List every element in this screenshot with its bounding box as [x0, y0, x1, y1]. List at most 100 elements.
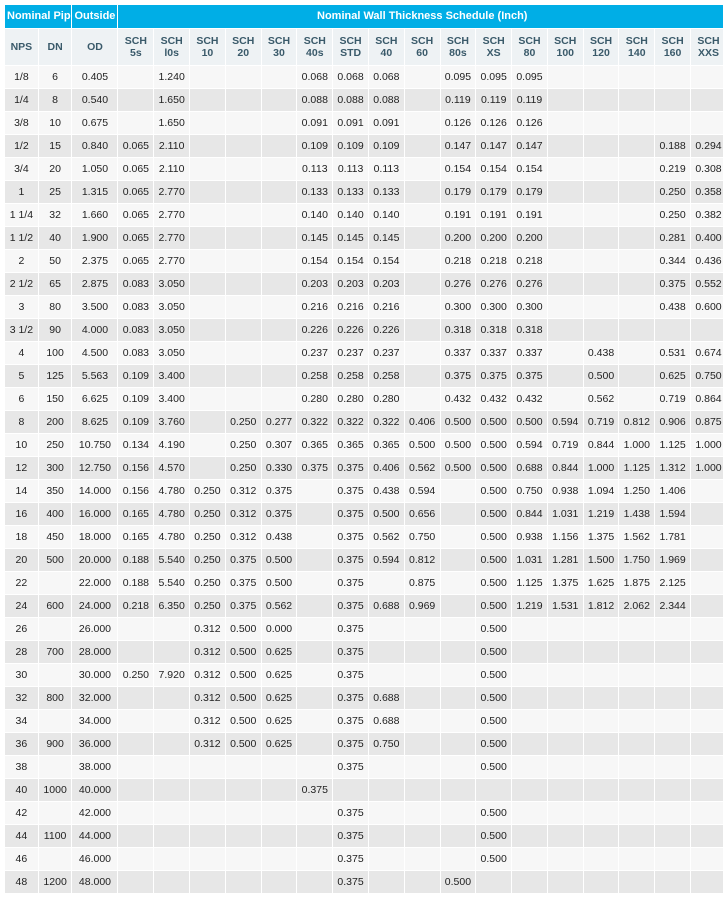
table-cell: 0.375 [333, 664, 368, 686]
table-cell [118, 641, 153, 663]
table-cell: 0.688 [369, 687, 404, 709]
table-cell [584, 112, 619, 134]
table-cell: 0.000 [262, 618, 297, 640]
table-cell: 0.500 [441, 871, 476, 893]
table-cell: 0.432 [476, 388, 511, 410]
table-cell [226, 848, 261, 870]
table-cell [584, 871, 619, 893]
table-cell [584, 89, 619, 111]
table-cell [548, 227, 583, 249]
table-cell [405, 641, 440, 663]
table-cell: 0.119 [512, 89, 547, 111]
table-cell: 0.531 [655, 342, 690, 364]
table-cell [369, 618, 404, 640]
table-cell: 0.500 [226, 710, 261, 732]
table-cell: 34.000 [72, 710, 117, 732]
table-row: 2 1/2652.8750.0833.0500.2030.2030.2030.2… [5, 273, 723, 295]
table-cell: 1.000 [619, 434, 654, 456]
table-cell: 0.322 [297, 411, 332, 433]
table-cell [405, 710, 440, 732]
table-cell [548, 112, 583, 134]
table-cell: 3/8 [5, 112, 38, 134]
table-cell: 0.540 [72, 89, 117, 111]
table-cell [512, 618, 547, 640]
table-cell: 0.250 [118, 664, 153, 686]
table-cell [619, 250, 654, 272]
table-cell: 6.350 [154, 595, 189, 617]
table-cell [691, 319, 723, 341]
table-cell [691, 503, 723, 525]
table-cell: 0.250 [190, 503, 225, 525]
table-cell: 1.375 [548, 572, 583, 594]
table-cell: 0.365 [297, 434, 332, 456]
table-cell: 0.330 [262, 457, 297, 479]
table-cell [619, 733, 654, 755]
pipe-schedule-table: Nominal Pipe Size Outside Diameter (Inch… [4, 4, 723, 894]
table-cell: 1.000 [584, 457, 619, 479]
table-cell [691, 549, 723, 571]
table-cell: 46 [5, 848, 38, 870]
table-row: 3030.0000.2507.9200.3120.5000.6250.3750.… [5, 664, 723, 686]
table-cell: 1.660 [72, 204, 117, 226]
table-cell [118, 802, 153, 824]
table-cell [297, 641, 332, 663]
table-cell: 0.312 [190, 618, 225, 640]
table-cell [584, 250, 619, 272]
table-cell [190, 802, 225, 824]
table-row: 2222.0000.1885.5400.2500.3750.5000.3750.… [5, 572, 723, 594]
table-cell [190, 756, 225, 778]
table-cell: 0.438 [369, 480, 404, 502]
table-cell: 0.068 [333, 66, 368, 88]
table-cell: 0.375 [333, 756, 368, 778]
table-cell [297, 756, 332, 778]
table-cell: 1 [5, 181, 38, 203]
table-cell: 46.000 [72, 848, 117, 870]
table-cell: 0.500 [512, 411, 547, 433]
table-cell: 0.065 [118, 227, 153, 249]
table-cell: 80 [39, 296, 72, 318]
table-cell [584, 618, 619, 640]
table-cell: 1.406 [655, 480, 690, 502]
table-cell [405, 319, 440, 341]
table-cell [262, 825, 297, 847]
table-cell [619, 618, 654, 640]
table-cell: 42.000 [72, 802, 117, 824]
column-header: SCH100 [548, 29, 583, 65]
column-header: SCH5s [118, 29, 153, 65]
table-cell [226, 204, 261, 226]
table-cell [226, 871, 261, 893]
table-cell [369, 572, 404, 594]
table-cell: 2.770 [154, 181, 189, 203]
table-cell [39, 618, 72, 640]
table-cell [118, 756, 153, 778]
table-cell: 0.375 [333, 825, 368, 847]
table-cell [154, 848, 189, 870]
table-cell [584, 66, 619, 88]
table-cell [548, 204, 583, 226]
table-cell: 0.594 [369, 549, 404, 571]
table-cell: 0.375 [333, 618, 368, 640]
table-cell: 0.280 [333, 388, 368, 410]
table-cell: 0.438 [262, 526, 297, 548]
table-cell [548, 181, 583, 203]
table-cell: 34 [5, 710, 38, 732]
table-row: 1 1/4321.6600.0652.7700.1400.1400.1400.1… [5, 204, 723, 226]
table-cell: 16 [5, 503, 38, 525]
table-row: 3/8100.6751.6500.0910.0910.0910.1260.126… [5, 112, 723, 134]
table-cell [548, 296, 583, 318]
table-cell: 28 [5, 641, 38, 663]
table-cell: 32.000 [72, 687, 117, 709]
table-cell: 2.770 [154, 204, 189, 226]
table-cell [619, 342, 654, 364]
table-cell [226, 158, 261, 180]
table-cell: 0.500 [476, 503, 511, 525]
table-cell: 900 [39, 733, 72, 755]
table-cell: 2 [5, 250, 38, 272]
table-cell: 4.500 [72, 342, 117, 364]
table-cell: 0.500 [476, 664, 511, 686]
table-cell: 20.000 [72, 549, 117, 571]
table-row: 1845018.0000.1654.7800.2500.3120.4380.37… [5, 526, 723, 548]
table-cell: 0.250 [190, 595, 225, 617]
table-cell: 0.500 [476, 618, 511, 640]
table-cell: 5.540 [154, 549, 189, 571]
